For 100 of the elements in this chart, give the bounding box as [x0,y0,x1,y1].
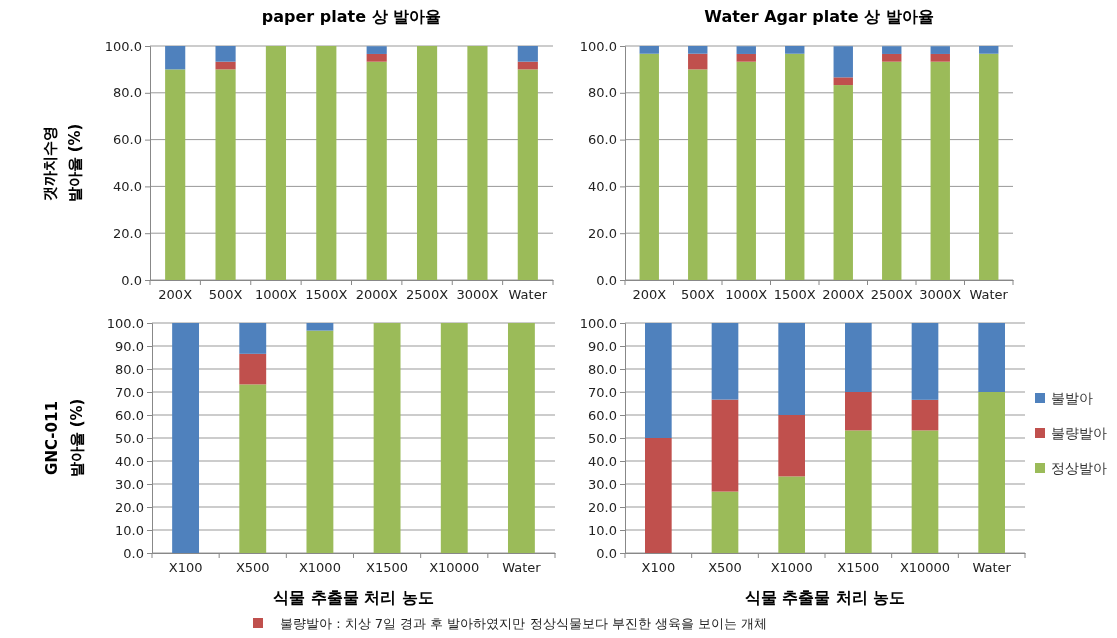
bar [688,53,708,70]
bar [882,53,902,62]
x-axis-title: 식물 추출물 처리 농도 [273,588,434,607]
bar [845,430,872,553]
y-tick-label: 60.0 [588,132,617,148]
text: 불량발아 : 치상 7일 경과 후 발아하였지만 정상식물보다 부진한 생육을 보이는 개체 [280,616,768,631]
y-tick-label: 20.0 [588,225,617,241]
x-tick-label: 3000X [919,287,962,303]
y-tick-label: 20.0 [113,225,142,241]
bar [882,61,902,280]
y-tick-label: 100.0 [579,38,617,54]
bar [165,69,186,280]
bar [239,353,267,385]
bar [467,46,488,280]
y-tick-label: 0.0 [596,272,617,288]
bar [366,53,387,62]
bar [366,61,387,280]
y-tick-label: 80.0 [115,361,144,377]
y-tick-label: 90.0 [588,338,617,354]
x-tick-label: X500 [708,560,742,576]
bar [778,415,805,477]
bar [778,476,805,553]
bar [979,53,999,280]
bar [785,46,805,54]
x-tick-label: 1500X [773,287,816,303]
y-tick-label: 90.0 [115,338,144,354]
x-tick-label: 500X [208,287,243,303]
x-tick-label: 1000X [725,287,768,303]
chart-title: Water Agar plate 상 발아율 [704,7,934,26]
bar [215,69,236,280]
x-tick-label: 500X [680,287,715,303]
x-tick-label: 2000X [355,287,398,303]
bar [711,491,739,553]
x-tick-label: X500 [235,560,270,576]
y-tick-label: 80.0 [588,361,617,377]
bar [645,323,672,438]
bar [833,85,853,280]
bar [978,323,1005,392]
bar [911,323,939,400]
y-tick-label: 40.0 [115,453,144,469]
x-tick-label: X1500 [366,560,409,576]
bar [517,69,538,280]
x-tick-label: X10000 [899,560,951,576]
y-tick-label: 60.0 [113,132,142,148]
y-tick-label: 50.0 [115,430,144,446]
y-axis-title: 발아율 (%) [68,398,86,478]
bar [215,61,236,70]
y-tick-label: 100.0 [104,38,142,54]
bar [978,392,1005,553]
bar [833,77,853,86]
x-tick-label: 1000X [254,287,298,303]
y-tick-label: 10.0 [115,522,144,538]
bar [736,46,756,54]
y-tick-label: 100.0 [579,315,617,331]
bar [306,330,334,553]
x-tick-label: 2500X [406,287,449,303]
bar [979,46,999,54]
legend-label: 불량발아 [1051,425,1107,441]
x-tick-label: X10000 [429,560,480,576]
y-tick-label: 60.0 [115,407,144,423]
x-tick-label: 2500X [870,287,913,303]
legend-label: 불발아 [1051,390,1093,406]
chart-title: paper plate 상 발아율 [261,7,442,26]
x-tick-label: X1500 [837,560,880,576]
bar [507,323,535,553]
x-tick-label: X100 [168,560,203,576]
bar [165,46,186,70]
bar [688,69,708,280]
bar [736,61,756,280]
y-tick-label: 20.0 [115,499,144,515]
bar [833,46,853,78]
bar [645,438,672,553]
bar [711,399,739,492]
x-tick-label: Water [969,287,1009,303]
bar [239,384,267,553]
y-tick-label: 20.0 [588,499,617,515]
y-axis-title: 발아율 (%) [66,123,84,203]
x-tick-label: X1000 [298,560,341,576]
x-tick-label: 1500X [305,287,348,303]
bar [785,53,805,280]
y-tick-label: 0.0 [596,545,617,561]
bar [517,46,538,62]
y-tick-label: 80.0 [588,85,617,101]
bar [911,430,939,553]
bar [911,399,939,431]
bar [736,53,756,62]
y-tick-label: 70.0 [588,384,617,400]
bar [215,46,236,62]
bar [366,46,387,54]
x-tick-label: Water [508,287,548,303]
bar [172,323,200,553]
bar [265,46,287,280]
text: 갯까치수영 [41,125,59,201]
y-tick-label: 10.0 [588,522,617,538]
y-tick-label: 40.0 [588,179,617,195]
y-tick-label: 0.0 [123,545,144,561]
bar [930,61,950,280]
x-tick-label: 3000X [456,287,499,303]
bar [440,323,468,553]
bar [239,323,267,354]
